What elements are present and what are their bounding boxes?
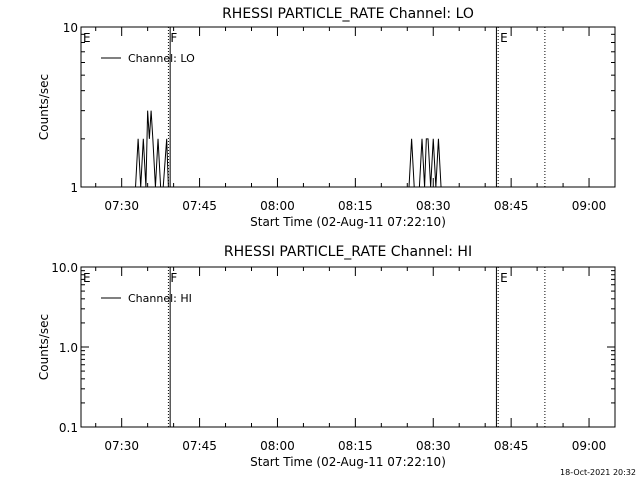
x-tick-label: 08:00 <box>260 439 295 453</box>
y-tick-label: 0.1 <box>59 421 78 435</box>
y-tick-label: 10 <box>63 21 78 35</box>
plot-frame-hi <box>80 266 616 428</box>
chart-title-lo: RHESSI PARTICLE_RATE Channel: LO <box>222 6 474 22</box>
marker-label: F <box>170 31 177 45</box>
chart-title-hi: RHESSI PARTICLE_RATE Channel: HI <box>224 244 472 260</box>
x-tick-label: 08:30 <box>416 439 451 453</box>
marker-label: F <box>170 271 177 285</box>
panel-hi: RHESSI PARTICLE_RATE Channel: HI 0.1 1.0 10… <box>37 244 616 469</box>
y-tick-label: 1.0 <box>59 341 78 355</box>
x-tick-label: 07:30 <box>104 199 139 213</box>
x-axis-label-hi: Start Time (02-Aug-11 07:22:10) <box>250 455 446 469</box>
x-tick-label: 08:15 <box>338 199 373 213</box>
x-tick-label: 08:45 <box>494 199 529 213</box>
marker-label: E <box>500 271 508 285</box>
x-tick-label: 07:45 <box>182 439 217 453</box>
x-tick-label: 08:45 <box>494 439 529 453</box>
x-tick-label: 08:00 <box>260 199 295 213</box>
y-tick-label: 10.0 <box>51 261 78 275</box>
x-tick-label: 07:30 <box>104 439 139 453</box>
marker-label: E <box>83 31 91 45</box>
panel-lo: RHESSI PARTICLE_RATE Channel: LO 1 10 Count… <box>37 6 616 229</box>
y-axis-label-lo: Counts/sec <box>37 74 51 140</box>
legend-entry: Channel: LO <box>128 52 195 65</box>
footer-timestamp: 18-Oct-2021 20:32 <box>560 468 636 477</box>
legend-entry: Channel: HI <box>128 292 192 305</box>
plot-frame-lo <box>80 26 616 188</box>
series-line-lo-1 <box>408 138 442 188</box>
x-tick-label: 08:15 <box>338 439 373 453</box>
y-tick-label: 1 <box>70 181 78 195</box>
x-tick-label: 09:00 <box>572 439 607 453</box>
y-axis-label-hi: Counts/sec <box>37 314 51 380</box>
series-line-lo-0 <box>135 110 169 188</box>
x-axis-label-lo: Start Time (02-Aug-11 07:22:10) <box>250 215 446 229</box>
marker-label: E <box>500 31 508 45</box>
x-tick-label: 08:30 <box>416 199 451 213</box>
x-tick-label: 09:00 <box>572 199 607 213</box>
marker-label: E <box>83 271 91 285</box>
x-tick-label: 07:45 <box>182 199 217 213</box>
